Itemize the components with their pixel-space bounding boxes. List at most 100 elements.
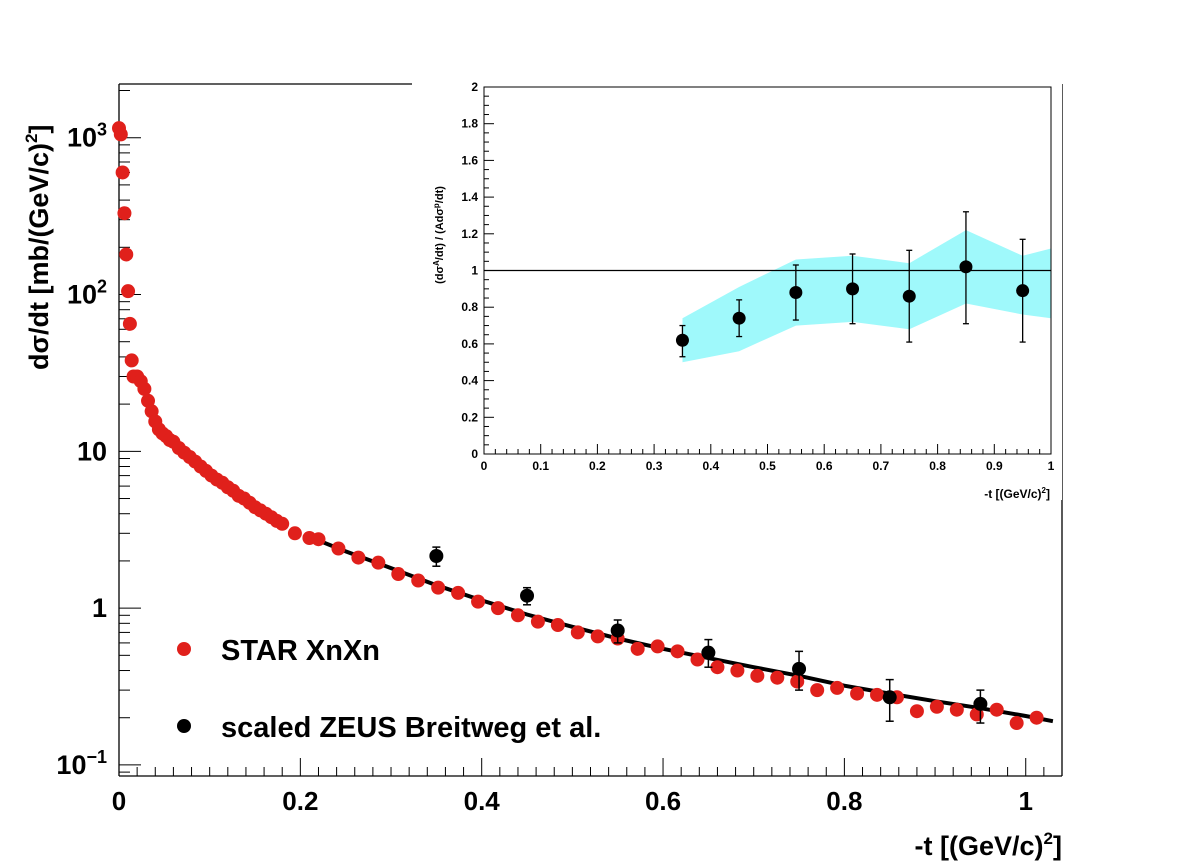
star-xnxn-point bbox=[730, 663, 745, 678]
main-x-tick-label: 0.8 bbox=[826, 786, 862, 816]
inset-y-tick-label: 0.6 bbox=[461, 337, 478, 351]
inset-y-tick-label: 0.4 bbox=[461, 374, 478, 388]
zeus-point bbox=[610, 623, 625, 638]
ratio-point bbox=[1016, 284, 1030, 298]
zeus-points bbox=[429, 546, 988, 724]
star-xnxn-point bbox=[929, 699, 944, 714]
legend: STAR XnXn scaled ZEUS Breitweg et al. bbox=[177, 635, 601, 744]
inset-x-tick-label: 0.1 bbox=[532, 459, 549, 473]
star-xnxn-point bbox=[113, 127, 128, 142]
inset-x-tick-label: 0.5 bbox=[759, 459, 776, 473]
inset-x-tick-label: 0.2 bbox=[589, 459, 606, 473]
star-xnxn-point bbox=[530, 614, 545, 629]
star-xnxn-point bbox=[275, 516, 290, 531]
zeus-point bbox=[520, 588, 535, 603]
ratio-point bbox=[902, 289, 916, 303]
main-x-tick-label: 0.2 bbox=[282, 786, 318, 816]
ratio-point bbox=[959, 260, 973, 274]
star-xnxn-point bbox=[850, 686, 865, 701]
star-xnxn-point bbox=[137, 381, 152, 396]
legend-label-zeus: scaled ZEUS Breitweg et al. bbox=[221, 712, 601, 744]
inset-x-tick-label: 0 bbox=[481, 459, 488, 473]
star-xnxn-point bbox=[630, 641, 645, 656]
star-xnxn-point bbox=[810, 683, 825, 698]
main-x-axis-title: -t [(GeV/c)2] bbox=[915, 829, 1062, 861]
main-y-tick-label: 10 bbox=[77, 436, 107, 466]
main-x-tick-label: 0 bbox=[112, 786, 126, 816]
star-xnxn-point bbox=[451, 585, 466, 600]
star-xnxn-point bbox=[122, 316, 137, 331]
legend-marker-star bbox=[177, 642, 191, 656]
zeus-point bbox=[882, 690, 897, 705]
star-xnxn-point bbox=[750, 668, 765, 683]
zeus-point bbox=[429, 548, 444, 563]
main-y-tick-label: 1 bbox=[92, 593, 107, 623]
inset-y-tick-label: 0.2 bbox=[461, 410, 478, 424]
star-xnxn-point bbox=[331, 541, 346, 556]
inset-y-tick-label: 0.8 bbox=[461, 300, 478, 314]
zeus-point bbox=[973, 696, 988, 711]
inset-y-tick-label: 1.2 bbox=[461, 227, 478, 241]
main-y-axis-title: dσ/dt [mb/(GeV/c)2] bbox=[22, 125, 54, 370]
inset-x-axis-title: -t [(GeV/c)2] bbox=[984, 486, 1050, 501]
star-xnxn-point bbox=[570, 625, 585, 640]
inset-y-tick-label: 1.6 bbox=[461, 153, 478, 167]
inset-x-tick-label: 0.6 bbox=[816, 459, 833, 473]
main-x-tick-label: 0.6 bbox=[645, 786, 681, 816]
star-xnxn-point bbox=[371, 555, 386, 570]
ratio-point bbox=[732, 311, 746, 325]
inset-x-tick-label: 1 bbox=[1048, 459, 1055, 473]
star-xnxn-point bbox=[670, 644, 685, 659]
star-xnxn-point bbox=[790, 674, 805, 689]
star-xnxn-point bbox=[909, 704, 924, 719]
ratio-point bbox=[675, 333, 689, 347]
inset-y-tick-label: 1.4 bbox=[461, 190, 478, 204]
inset-ratio-points bbox=[675, 211, 1030, 358]
inset-y-tick-label: 0 bbox=[471, 447, 478, 461]
inset-x-tick-label: 0.7 bbox=[873, 459, 890, 473]
zeus-point bbox=[792, 661, 807, 676]
star-xnxn-point bbox=[115, 165, 130, 180]
star-xnxn-point bbox=[710, 660, 725, 675]
star-xnxn-point bbox=[989, 702, 1004, 717]
star-xnxn-point bbox=[124, 353, 139, 368]
legend-label-star: STAR XnXn bbox=[221, 635, 380, 667]
main-y-tick-label: 102 bbox=[67, 277, 107, 310]
star-xnxn-point bbox=[117, 206, 132, 221]
inset-plot-axes: 0 0.1 0.2 0.3 0.4 0.5 0.6 0.7 0.8 0.9 1 0 0.2 0.4 0.6 0… bbox=[461, 80, 1054, 473]
inset-x-tick-label: 0.9 bbox=[986, 459, 1003, 473]
inset-x-tick-label: 0.4 bbox=[702, 459, 719, 473]
fit-curve bbox=[308, 534, 1054, 724]
main-y-tick-label: 103 bbox=[67, 120, 107, 153]
main-x-tick-label: 0.4 bbox=[464, 786, 501, 816]
star-xnxn-points bbox=[112, 121, 1044, 731]
inset-uncertainty-band bbox=[682, 230, 1051, 363]
star-xnxn-point bbox=[770, 670, 785, 685]
main-fit-curve-group bbox=[308, 534, 1054, 724]
star-xnxn-point bbox=[870, 687, 885, 702]
star-xnxn-point bbox=[830, 680, 845, 695]
inset-x-tick-label: 0.8 bbox=[929, 459, 946, 473]
star-xnxn-point bbox=[1009, 716, 1024, 731]
main-x-tick-label: 1 bbox=[1018, 786, 1032, 816]
star-xnxn-point bbox=[491, 601, 506, 616]
zeus-point bbox=[701, 645, 716, 660]
star-xnxn-point bbox=[510, 608, 525, 623]
star-xnxn-point bbox=[550, 618, 565, 633]
inset-y-axis-title: (dσA/dt) / (Adσp/dt) bbox=[432, 186, 446, 284]
inset-y-tick-label: 1.8 bbox=[461, 117, 478, 131]
star-xnxn-point bbox=[1029, 710, 1044, 725]
inset-y-tick-label: 1 bbox=[471, 264, 478, 278]
star-xnxn-point bbox=[650, 639, 665, 654]
star-xnxn-point bbox=[471, 594, 486, 609]
star-xnxn-point bbox=[411, 573, 426, 588]
star-xnxn-point bbox=[391, 567, 406, 582]
inset-x-tick-label: 0.3 bbox=[646, 459, 663, 473]
legend-marker-zeus bbox=[177, 719, 191, 733]
star-xnxn-point bbox=[351, 550, 366, 565]
star-xnxn-point bbox=[590, 629, 605, 644]
uncertainty-band-area bbox=[682, 230, 1051, 363]
star-xnxn-point bbox=[121, 284, 136, 299]
ratio-point bbox=[846, 282, 860, 296]
